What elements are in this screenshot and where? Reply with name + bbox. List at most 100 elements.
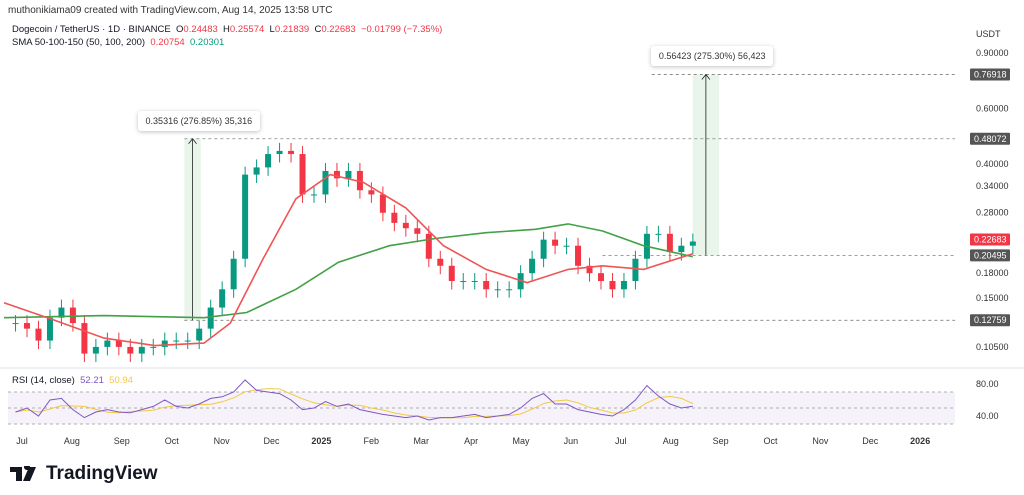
price-tick-label: 0.28000	[976, 208, 1009, 218]
candle-body	[540, 239, 547, 259]
rsi-tick-label: 40.00	[976, 411, 999, 421]
candle-body	[345, 170, 352, 179]
current-price-label: 0.22683	[974, 235, 1007, 245]
price-level-tag-label: 0.20495	[974, 250, 1007, 260]
candle-body	[333, 170, 340, 179]
symbol-name[interactable]: Dogecoin / TetherUS · 1D · BINANCE	[12, 24, 171, 35]
candle-body	[632, 258, 639, 281]
candle-body	[69, 307, 76, 324]
tradingview-logo[interactable]: TradingView	[10, 463, 158, 485]
price-level-tag	[970, 249, 1010, 262]
candle-body	[230, 258, 237, 290]
low-label: L	[269, 24, 275, 35]
rsi-legend: RSI (14, close) 52.21 50.94	[12, 375, 133, 386]
candle-body	[483, 280, 490, 290]
time-tick-label: Nov	[812, 436, 829, 446]
candle-body	[81, 323, 88, 354]
time-tick-label: Sep	[713, 436, 729, 446]
price-level-tag-label: 0.12759	[974, 315, 1007, 325]
candle-body	[311, 194, 317, 196]
time-tick-label: Mar	[413, 436, 429, 446]
candle-body	[471, 280, 478, 282]
measure-arrowhead	[701, 73, 711, 80]
sma50-line	[3, 173, 694, 347]
candle-body	[437, 258, 444, 266]
candle-body	[356, 170, 363, 191]
price-level-tag-label: 0.76918	[974, 69, 1007, 79]
sma-label[interactable]: SMA 50-100-150 (50, 100, 200)	[12, 37, 146, 48]
sma200-line	[3, 223, 693, 319]
candle-body	[563, 245, 570, 247]
candle-body	[586, 265, 593, 274]
measure-label: 0.35316 (276.85%) 35,316	[137, 110, 261, 131]
sma200-value: 0.20301	[190, 37, 225, 48]
candle-body	[150, 346, 157, 348]
candle-body	[425, 233, 432, 259]
candle-body	[92, 346, 99, 354]
rsi-tick-label: 80.00	[976, 379, 999, 389]
candle-body	[402, 222, 409, 229]
candle-body	[689, 241, 696, 246]
candle-body	[620, 280, 627, 290]
price-tick-label: 0.18000	[976, 268, 1009, 278]
candle-body	[598, 273, 604, 281]
candle-body	[276, 150, 283, 155]
time-tick-label: Sep	[114, 436, 130, 446]
price-tick-label: 0.40000	[976, 159, 1009, 169]
time-tick-label: Jun	[564, 436, 579, 446]
time-tick-label: Feb	[364, 436, 380, 446]
candle-body	[288, 150, 295, 155]
candle-body	[127, 346, 134, 354]
time-tick-label: Oct	[165, 436, 180, 446]
candle-body	[666, 233, 673, 253]
candle-body	[138, 346, 145, 354]
candle-body	[173, 340, 180, 342]
low-value: 0.21839	[274, 24, 310, 35]
candle-body	[12, 323, 19, 325]
candle-body	[391, 212, 398, 223]
candle-body	[161, 340, 168, 347]
candle-body	[184, 340, 191, 342]
time-tick-label: Oct	[763, 436, 778, 446]
time-tick-label: 2026	[910, 436, 930, 446]
candle-body	[529, 258, 536, 274]
currency-label: USDT	[976, 29, 1001, 39]
candle-body	[196, 328, 203, 341]
candle-body	[494, 289, 501, 291]
rsi-ma-line	[15, 388, 694, 419]
candle-body	[253, 167, 260, 175]
price-tick-label: 0.90000	[976, 48, 1009, 58]
price-tick-label: 0.34000	[976, 181, 1009, 191]
candle-body	[115, 340, 122, 347]
price-tick-label: 0.60000	[976, 103, 1009, 113]
candle-body	[24, 323, 30, 329]
candle-body	[460, 280, 467, 282]
logo-text: TradingView	[46, 463, 158, 484]
candle-body	[379, 194, 386, 213]
candle-body	[575, 245, 582, 266]
sma50-value: 0.20754	[150, 37, 185, 48]
high-value: 0.25574	[229, 24, 265, 35]
time-tick-label: Jul	[16, 436, 28, 446]
price-level-tag	[970, 314, 1010, 327]
candle-body	[506, 289, 513, 291]
chart-credit: muthonikiama09 created with TradingView.…	[8, 5, 333, 16]
candle-body	[368, 190, 375, 195]
open-value: 0.24483	[183, 24, 218, 35]
change-value: −0.01799 (−7.35%)	[360, 24, 443, 35]
candle-body	[678, 245, 685, 253]
candle-body	[299, 154, 306, 195]
candle-body	[207, 307, 214, 329]
candle-body	[552, 239, 559, 246]
candle-body	[265, 154, 272, 168]
candle-body	[104, 340, 111, 347]
rsi-ma-value: 50.94	[109, 375, 133, 386]
rsi-line	[15, 379, 693, 421]
rsi-label[interactable]: RSI (14, close)	[12, 375, 75, 386]
close-label: C	[314, 24, 322, 35]
open-label: O	[176, 24, 184, 35]
tradingview-logo-icon	[10, 466, 36, 481]
time-tick-label: Jul	[615, 436, 627, 446]
candle-body	[322, 170, 329, 195]
